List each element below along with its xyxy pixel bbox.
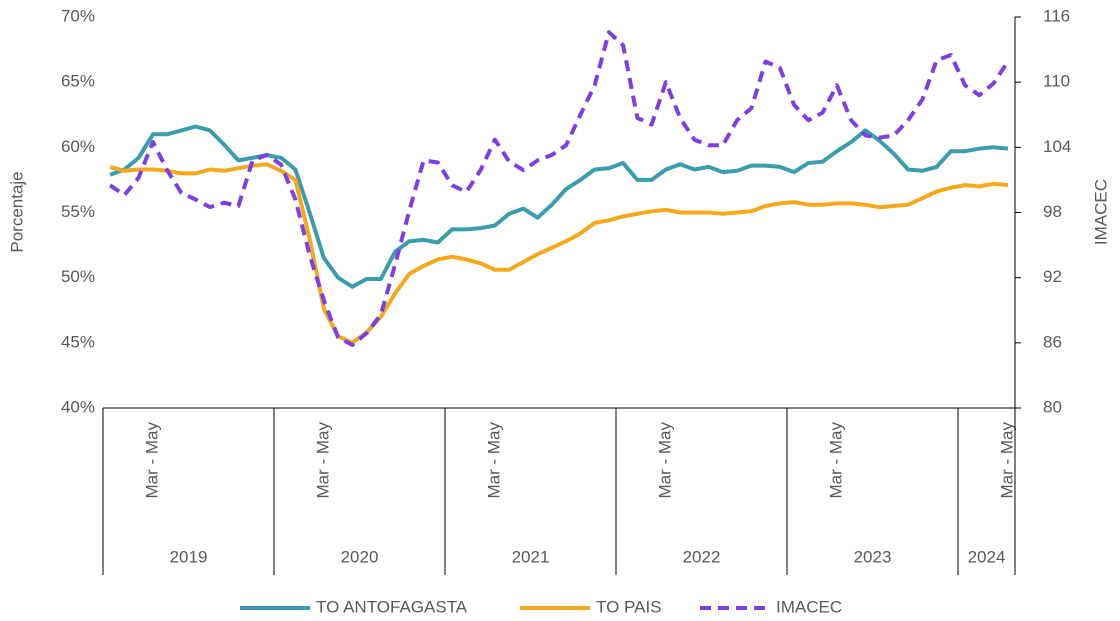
x-tick-label: Mar - May [313, 422, 332, 499]
y-tick-label: 65% [61, 72, 95, 91]
series-line [109, 162, 1009, 345]
legend-label: TO PAIS [596, 597, 662, 616]
y-tick-label: 40% [61, 397, 95, 416]
x-tick-label: Mar - May [142, 422, 161, 499]
legend-label: IMACEC [776, 597, 842, 616]
y-tick-label: 45% [61, 332, 95, 351]
y2-tick-label: 86 [1043, 332, 1062, 351]
legend-label: TO ANTOFAGASTA [316, 597, 468, 616]
y2-tick-label: 92 [1043, 267, 1062, 286]
y2-tick-label: 98 [1043, 202, 1062, 221]
y-tick-label: 70% [61, 6, 95, 25]
group-label: 2022 [683, 547, 721, 566]
group-label: 2019 [170, 547, 208, 566]
y2-tick-label: 104 [1043, 137, 1071, 156]
y2-tick-label: 80 [1043, 397, 1062, 416]
group-label: 2021 [512, 547, 550, 566]
x-tick-label: Mar - May [997, 422, 1016, 499]
y2-tick-label: 110 [1043, 72, 1070, 91]
y2-tick-label: 116 [1043, 6, 1070, 25]
group-label: 2023 [854, 547, 892, 566]
x-tick-label: Mar - May [826, 422, 845, 499]
y-tick-label: 60% [61, 137, 95, 156]
series-line [108, 30, 1010, 347]
y-axis-label: Porcentaje [7, 171, 26, 252]
x-tick-label: Mar - May [484, 422, 503, 499]
y-tick-label: 55% [61, 202, 95, 221]
group-label: 2020 [341, 547, 379, 566]
y2-axis-label: IMACEC [1091, 179, 1110, 245]
x-tick-label: Mar - May [655, 422, 674, 499]
group-label: 2024 [968, 547, 1006, 566]
y-tick-label: 50% [61, 267, 95, 286]
